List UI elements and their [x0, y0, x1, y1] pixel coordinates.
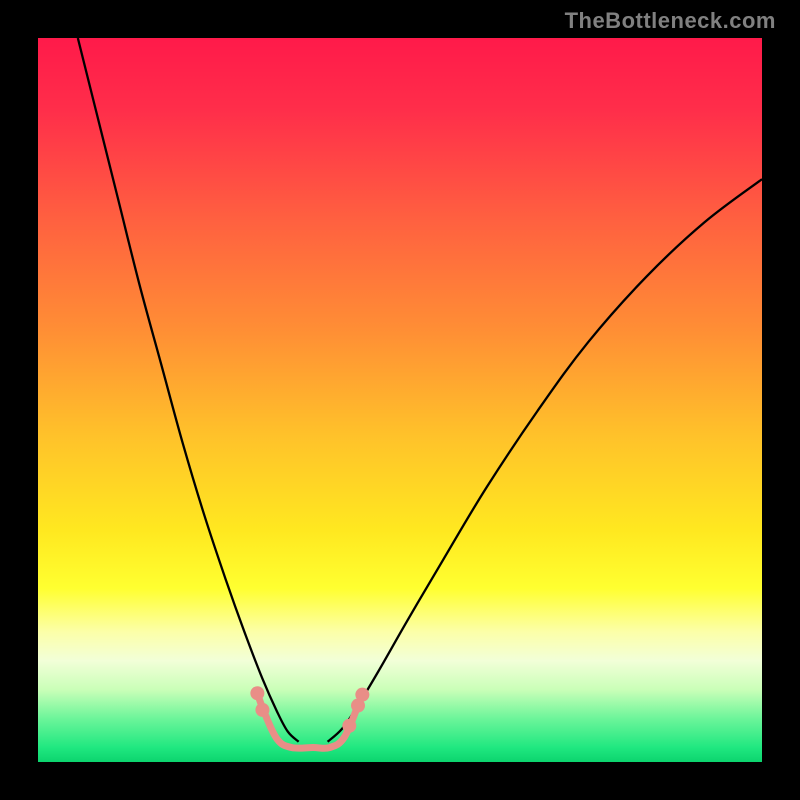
connector-dot — [342, 719, 356, 733]
connector-dot — [355, 688, 369, 702]
plot-area — [38, 38, 762, 762]
gradient-background — [38, 38, 762, 762]
watermark-text: TheBottleneck.com — [565, 8, 776, 34]
connector-dot — [250, 686, 264, 700]
bottleneck-chart — [38, 38, 762, 762]
connector-dot — [255, 703, 269, 717]
